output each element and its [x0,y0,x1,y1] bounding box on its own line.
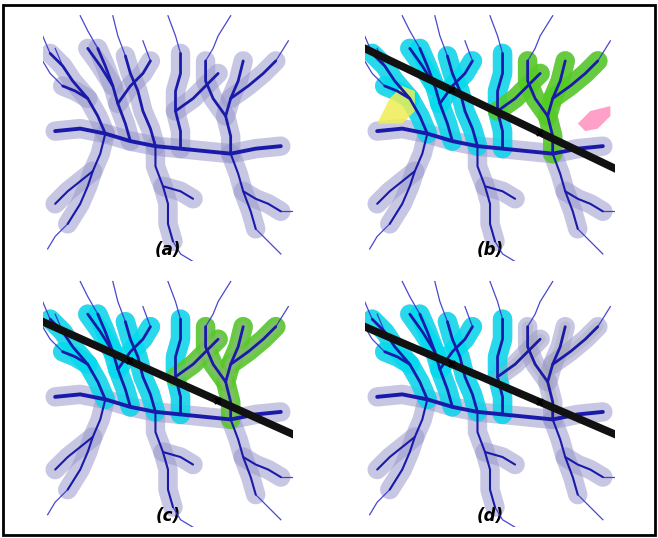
Text: (b): (b) [476,241,503,259]
Polygon shape [377,86,415,124]
Text: (d): (d) [476,507,503,525]
Text: (c): (c) [155,507,180,525]
Polygon shape [578,106,611,131]
Text: (a): (a) [155,241,181,259]
